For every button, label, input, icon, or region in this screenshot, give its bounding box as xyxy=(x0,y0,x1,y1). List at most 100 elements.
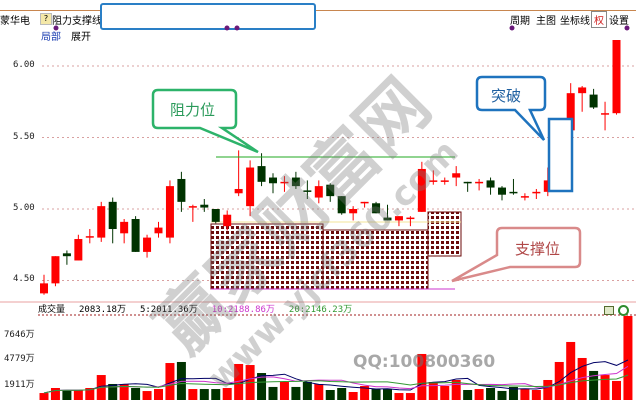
candlestick xyxy=(475,178,484,191)
candlestick xyxy=(131,216,140,252)
candlestick xyxy=(601,101,610,131)
candlestick xyxy=(211,209,220,224)
volume-bar xyxy=(62,389,72,400)
volume-bar xyxy=(463,389,473,400)
volume-bar xyxy=(371,389,381,400)
volume-bar xyxy=(234,363,244,400)
candlestick xyxy=(463,181,472,192)
volume-bar xyxy=(383,389,392,400)
search-input[interactable] xyxy=(100,3,316,30)
menu-axis-lines[interactable]: 坐标线 xyxy=(560,16,590,27)
volume-ma5: 5:2011.36万 xyxy=(139,305,198,315)
volume-bar xyxy=(531,389,541,400)
top-divider xyxy=(0,10,636,11)
candlestick xyxy=(520,193,529,201)
volume-bar xyxy=(508,386,518,400)
candlestick xyxy=(97,201,106,242)
candlestick xyxy=(85,229,94,244)
volume-bar xyxy=(623,316,633,400)
volume-bar xyxy=(417,353,427,400)
resistance-callout xyxy=(151,88,259,154)
menu-period[interactable]: 周期 xyxy=(510,16,530,27)
volume-bar xyxy=(612,380,621,400)
candlestick xyxy=(532,188,541,199)
volume-bar xyxy=(73,389,83,400)
candlestick xyxy=(578,86,587,112)
candlestick xyxy=(74,234,83,261)
link-local[interactable]: 局部 xyxy=(41,32,61,43)
volume-ma20-line xyxy=(43,374,629,394)
y-tick-label: 5.50 xyxy=(13,132,35,142)
volume-bar xyxy=(543,379,553,400)
zoom-in-icon[interactable] xyxy=(618,305,629,316)
candlestick xyxy=(234,150,243,197)
candlestick xyxy=(406,216,415,227)
volume-bar xyxy=(440,385,450,400)
volume-bar xyxy=(497,390,507,400)
watermark-qq: QQ:100800360 xyxy=(353,352,496,372)
volume-bar xyxy=(428,381,438,400)
volume-bar xyxy=(474,389,484,400)
candlestick xyxy=(120,219,129,244)
candlestick xyxy=(269,173,277,194)
candlestick xyxy=(486,177,495,195)
support-zone xyxy=(322,229,429,290)
candlestick xyxy=(498,186,506,201)
question-icon[interactable]: ? xyxy=(40,13,52,25)
volume-bar xyxy=(566,341,576,400)
candlestick xyxy=(314,180,323,204)
volume-label: 成交量 xyxy=(38,305,66,315)
candlestick xyxy=(383,204,392,221)
candlestick xyxy=(394,216,403,227)
candlestick xyxy=(177,171,186,212)
resistance-label: 阻力位 xyxy=(170,101,215,119)
volume-bar xyxy=(50,387,60,400)
volume-bar xyxy=(520,389,530,400)
volume-bar xyxy=(337,387,347,400)
candlestick xyxy=(372,201,381,214)
candlestick xyxy=(246,160,255,217)
candlestick xyxy=(452,166,461,187)
volume-ma20: 20:2146.23万 xyxy=(288,305,353,315)
candlestick xyxy=(417,161,426,212)
volume-tick-label: 4779万 xyxy=(4,354,35,364)
candlestick xyxy=(200,198,209,212)
volume-bar xyxy=(589,370,599,400)
candlestick xyxy=(62,250,71,265)
menu-main-chart[interactable]: 主图 xyxy=(536,16,556,27)
volume-ma10: 10:2188.86万 xyxy=(211,305,275,315)
link-expand[interactable]: 展开 xyxy=(71,32,91,43)
menu-settings[interactable]: 设置 xyxy=(609,16,629,27)
candlestick xyxy=(509,178,518,195)
y-tick-label: 5.00 xyxy=(13,203,35,213)
volume-value: 2083.18万 xyxy=(79,305,126,315)
volume-bar xyxy=(188,389,198,400)
volume-bar xyxy=(154,389,163,400)
menu-adjust-rights[interactable]: 权 xyxy=(591,11,607,28)
stock-name: 蒙华电 xyxy=(0,16,30,27)
candlestick xyxy=(429,170,438,185)
candlestick xyxy=(326,183,335,202)
candlestick xyxy=(291,171,300,189)
indicator-name[interactable]: 阻力支撑线 xyxy=(52,16,102,27)
volume-bar xyxy=(268,386,278,400)
volume-bar xyxy=(486,387,496,400)
candlestick xyxy=(51,256,60,287)
volume-bar xyxy=(211,389,221,400)
candlestick xyxy=(360,201,369,208)
candlestick xyxy=(257,153,266,187)
volume-bar xyxy=(405,393,415,400)
candlestick xyxy=(280,176,289,192)
support-label: 支撑位 xyxy=(515,240,560,258)
volume-bar xyxy=(600,375,610,400)
candlestick xyxy=(337,196,346,215)
candlestick xyxy=(349,206,358,221)
support-zone xyxy=(427,211,462,257)
volume-bar xyxy=(142,391,152,400)
volume-bar xyxy=(131,387,141,400)
save-icon[interactable] xyxy=(604,306,614,315)
candlestick xyxy=(440,177,449,185)
volume-bar xyxy=(291,386,301,400)
